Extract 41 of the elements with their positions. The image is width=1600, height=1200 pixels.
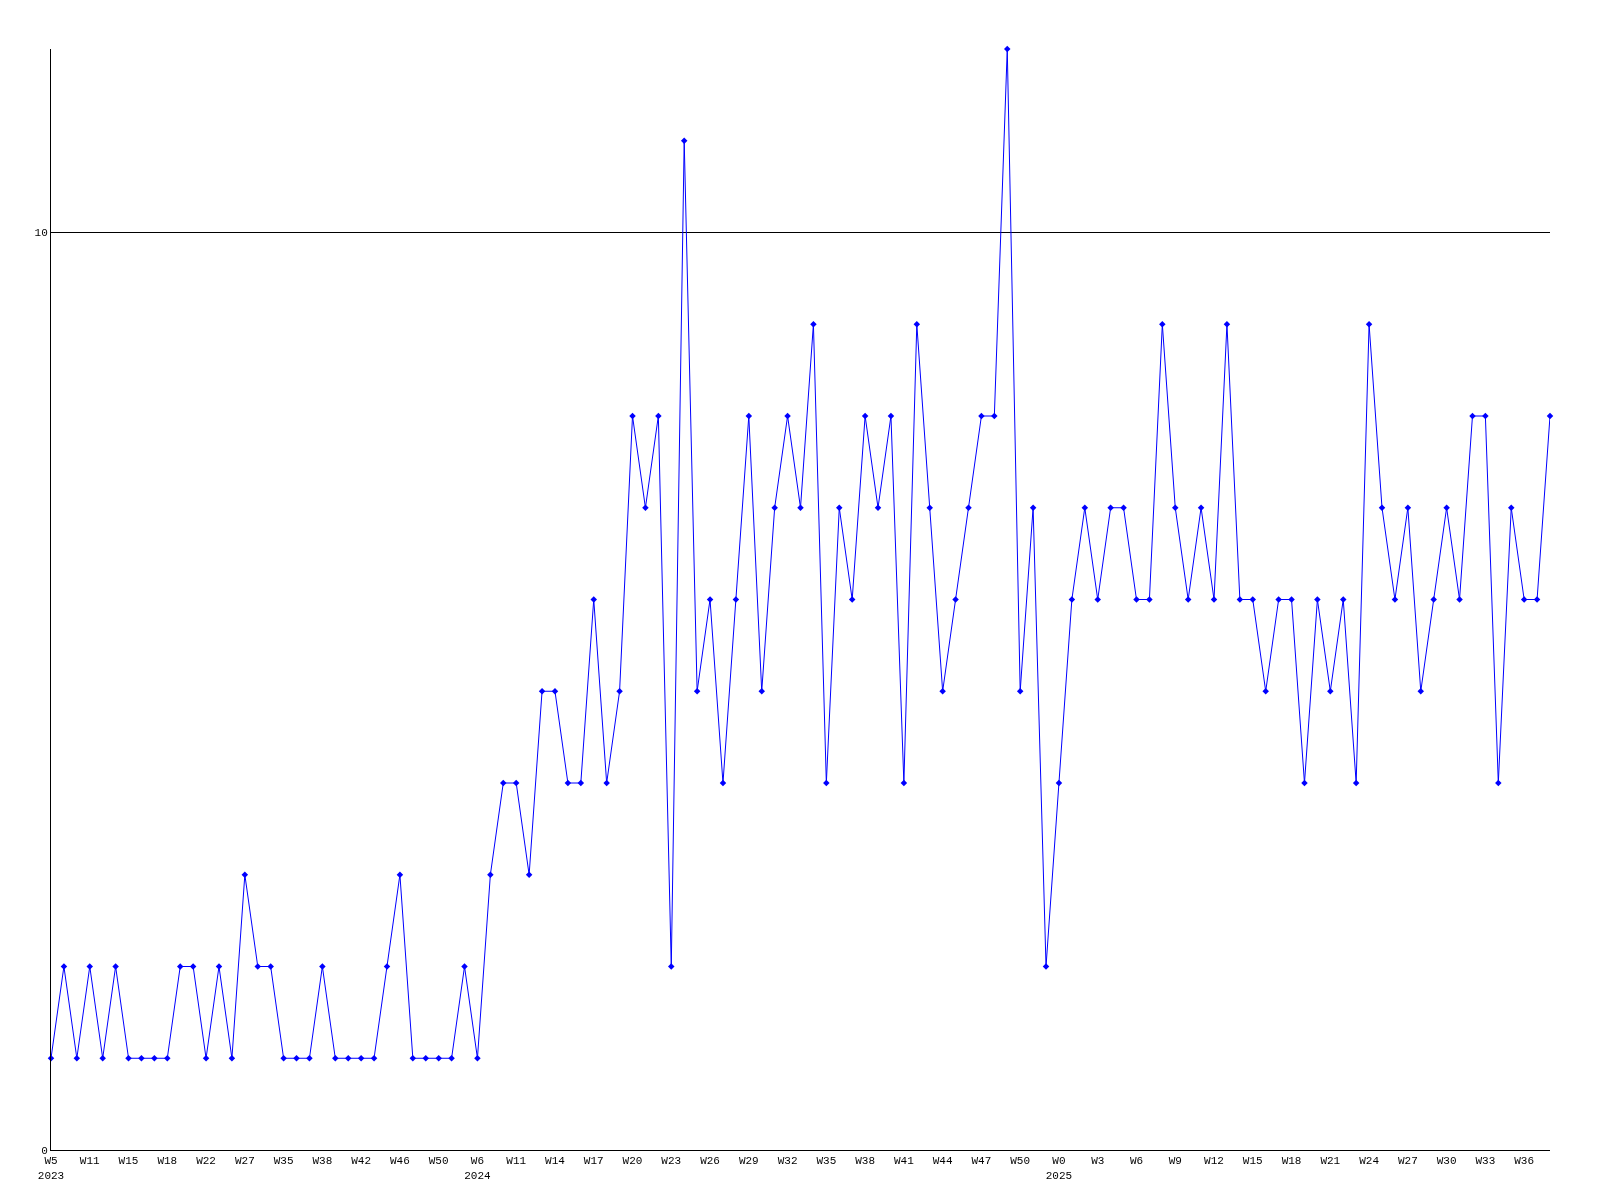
x-tick-label: W3 bbox=[1091, 1155, 1105, 1168]
x-tick-label: W30 bbox=[1436, 1155, 1457, 1168]
x-tick-label: W23 bbox=[661, 1155, 682, 1168]
x-tick-label: W11 bbox=[79, 1155, 101, 1168]
x-tick-label: W9 bbox=[1168, 1155, 1182, 1168]
x-tick-label: W20 bbox=[622, 1155, 643, 1168]
x-tick-label: W18 bbox=[1281, 1155, 1302, 1168]
x-tick-label: W6 bbox=[1129, 1155, 1144, 1168]
x-tick-label: W15 bbox=[118, 1155, 139, 1168]
x-tick-label: W27 bbox=[234, 1155, 255, 1168]
x-tick-label: W36 bbox=[1514, 1155, 1535, 1168]
x-tick-label: W5 2023 bbox=[37, 1155, 65, 1182]
y-tick-label: 10 bbox=[34, 227, 48, 240]
x-tick-label: W33 bbox=[1475, 1155, 1496, 1168]
x-tick-label: W35 bbox=[273, 1155, 294, 1168]
x-tick-label: W21 bbox=[1320, 1155, 1341, 1168]
x-tick-label: W50 bbox=[1010, 1155, 1031, 1168]
x-tick-label: W32 bbox=[777, 1155, 798, 1168]
x-tick-label: W0 2025 bbox=[1045, 1155, 1073, 1182]
x-tick-label: W38 bbox=[855, 1155, 876, 1168]
x-tick-label: W41 bbox=[893, 1155, 915, 1168]
x-tick-label: W44 bbox=[932, 1155, 953, 1168]
x-tick-label: W46 bbox=[390, 1155, 410, 1168]
x-tick-label: W18 bbox=[157, 1155, 178, 1168]
x-tick-label: W26 bbox=[700, 1155, 720, 1168]
x-tick-label: W17 bbox=[583, 1155, 604, 1168]
x-tick-label: W27 bbox=[1397, 1155, 1418, 1168]
x-tick-label: W14 bbox=[545, 1155, 566, 1168]
y-tick-label: 0 bbox=[41, 1144, 48, 1157]
x-tick-label: W50 bbox=[428, 1155, 449, 1168]
x-tick-label: W12 bbox=[1204, 1155, 1224, 1168]
x-tick-label: W42 bbox=[351, 1155, 372, 1168]
x-tick-label: W47 bbox=[971, 1155, 992, 1168]
x-tick-label: W22 bbox=[196, 1155, 216, 1168]
x-tick-label: W24 bbox=[1359, 1155, 1380, 1168]
x-tick-label: W35 bbox=[816, 1155, 837, 1168]
x-tick-label: W38 bbox=[312, 1155, 333, 1168]
x-tick-label: W29 bbox=[738, 1155, 759, 1168]
x-tick-label: W11 bbox=[506, 1155, 527, 1168]
x-tick-label: W6 2024 bbox=[464, 1155, 492, 1182]
x-tick-label: W15 bbox=[1242, 1155, 1263, 1168]
